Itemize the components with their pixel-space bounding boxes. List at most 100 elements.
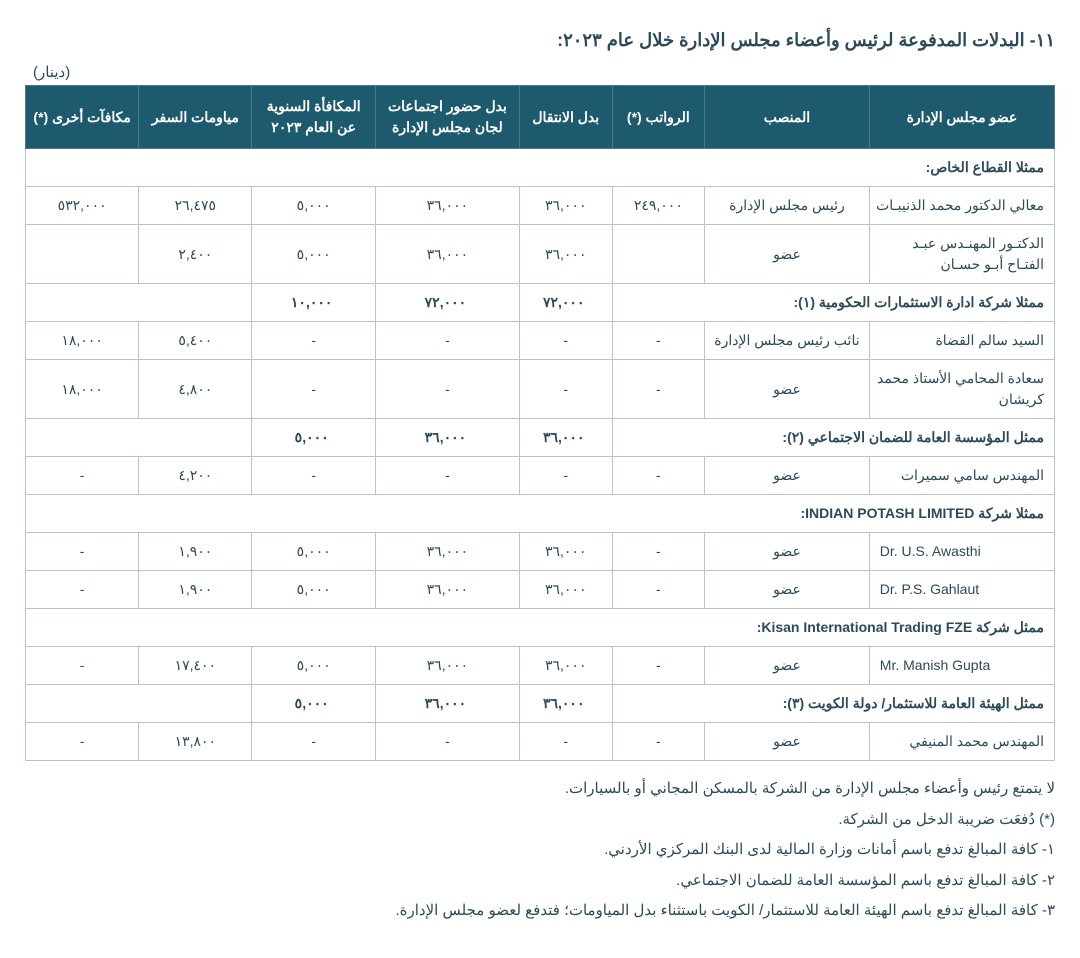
cell-bonus: ٥,٠٠٠ [252, 571, 375, 609]
cell-bonus: - [252, 457, 375, 495]
cell-travel: ٤,٨٠٠ [139, 360, 252, 419]
cell-name: المهندس سامي سميرات [869, 457, 1054, 495]
cell-other [26, 225, 139, 284]
cell-travel: ٢٦,٤٧٥ [139, 187, 252, 225]
cell-name: Dr. P.S. Gahlaut [869, 571, 1054, 609]
col-position: المنصب [705, 86, 870, 149]
page-title: ١١- البدلات المدفوعة لرئيس وأعضاء مجلس ا… [25, 30, 1055, 51]
cell-travel: ١٧,٤٠٠ [139, 647, 252, 685]
cell-transport: ٣٦,٠٠٠ [519, 533, 612, 571]
col-annual-bonus: المكافأة السنوية عن العام ٢٠٢٣ [252, 86, 375, 149]
cell-travel: ٢,٤٠٠ [139, 225, 252, 284]
cell-attendance: ٣٦,٠٠٠ [375, 647, 519, 685]
cell-salaries [612, 225, 705, 284]
cell-bonus: ٥,٠٠٠ [252, 225, 375, 284]
cell-name: Mr. Manish Gupta [869, 647, 1054, 685]
table-row: المهندس سامي سميرات عضو - - - - ٤,٢٠٠ - [26, 457, 1055, 495]
cell-transport: ٣٦,٠٠٠ [519, 647, 612, 685]
cell-transport: - [519, 723, 612, 761]
cell-salaries: - [612, 457, 705, 495]
cell-other: - [26, 457, 139, 495]
cell-transport: ٣٦,٠٠٠ [519, 571, 612, 609]
cell-name: السيد سالم القضاة [869, 322, 1054, 360]
cell-bonus: ١٠,٠٠٠ [252, 284, 375, 322]
unit-label: (دينار) [25, 63, 1055, 81]
cell-other: ٥٣٢,٠٠٠ [26, 187, 139, 225]
table-row: Dr. P.S. Gahlaut عضو - ٣٦,٠٠٠ ٣٦,٠٠٠ ٥,٠… [26, 571, 1055, 609]
section-gov-inv: ممثلا شركة ادارة الاستثمارات الحكومية (١… [26, 284, 1055, 322]
cell-attendance: ٣٦,٠٠٠ [375, 533, 519, 571]
cell-position: عضو [705, 225, 870, 284]
cell-attendance: ٣٦,٠٠٠ [375, 187, 519, 225]
note-line: ٣- كافة المبالغ تدفع باسم الهيئة العامة … [25, 897, 1055, 926]
table-row: الدكتـور المهنـدس عبـد الفتـاح أبـو حسـا… [26, 225, 1055, 284]
cell-attendance: ٣٦,٠٠٠ [375, 419, 519, 457]
col-attendance: بدل حضور اجتماعات لجان مجلس الإدارة [375, 86, 519, 149]
col-transport: بدل الانتقال [519, 86, 612, 149]
cell-bonus: - [252, 360, 375, 419]
section-label: ممثل الهيئة العامة للاستثمار/ دولة الكوي… [612, 685, 1054, 723]
section-label: ممثلا شركة INDIAN POTASH LIMITED: [26, 495, 1055, 533]
cell-bonus: ٥,٠٠٠ [252, 187, 375, 225]
cell-name: Dr. U.S. Awasthi [869, 533, 1054, 571]
cell-travel: ٥,٤٠٠ [139, 322, 252, 360]
allowances-table: عضو مجلس الإدارة المنصب الرواتب (*) بدل … [25, 85, 1055, 761]
footnotes: لا يتمتع رئيس وأعضاء مجلس الإدارة من الش… [25, 775, 1055, 926]
cell-salaries: - [612, 360, 705, 419]
section-label: ممثل شركة Kisan International Trading FZ… [26, 609, 1055, 647]
cell-travel: ١,٩٠٠ [139, 571, 252, 609]
table-header-row: عضو مجلس الإدارة المنصب الرواتب (*) بدل … [26, 86, 1055, 149]
cell-transport: ٣٦,٠٠٠ [519, 187, 612, 225]
cell-position: عضو [705, 360, 870, 419]
cell-name: معالي الدكتور محمد الذنيبـات [869, 187, 1054, 225]
table-row: المهندس محمد المنيفي عضو - - - - ١٣,٨٠٠ … [26, 723, 1055, 761]
note-line: لا يتمتع رئيس وأعضاء مجلس الإدارة من الش… [25, 775, 1055, 804]
cell-attendance: ٣٦,٠٠٠ [375, 225, 519, 284]
note-line: ١- كافة المبالغ تدفع باسم أمانات وزارة ا… [25, 836, 1055, 865]
cell-position: عضو [705, 457, 870, 495]
cell-other: - [26, 723, 139, 761]
note-line: (*) دُفعَت ضريبة الدخل من الشركة. [25, 806, 1055, 835]
cell-salaries: - [612, 533, 705, 571]
cell-other: - [26, 647, 139, 685]
section-private: ممثلا القطاع الخاص: [26, 149, 1055, 187]
col-travel: مياومات السفر [139, 86, 252, 149]
table-row: السيد سالم القضاة نائب رئيس مجلس الإدارة… [26, 322, 1055, 360]
cell-position: عضو [705, 647, 870, 685]
cell-bonus: ٥,٠٠٠ [252, 419, 375, 457]
cell-bonus: - [252, 723, 375, 761]
cell-attendance: ٣٦,٠٠٠ [375, 571, 519, 609]
section-kuwait: ممثل الهيئة العامة للاستثمار/ دولة الكوي… [26, 685, 1055, 723]
cell-salaries: ٢٤٩,٠٠٠ [612, 187, 705, 225]
cell-name: المهندس محمد المنيفي [869, 723, 1054, 761]
cell-other: ١٨,٠٠٠ [26, 322, 139, 360]
cell-empty [26, 685, 252, 723]
table-row: Mr. Manish Gupta عضو - ٣٦,٠٠٠ ٣٦,٠٠٠ ٥,٠… [26, 647, 1055, 685]
cell-bonus: - [252, 322, 375, 360]
cell-transport: - [519, 360, 612, 419]
cell-bonus: ٥,٠٠٠ [252, 685, 375, 723]
cell-attendance: - [375, 723, 519, 761]
cell-empty [26, 284, 252, 322]
section-kisan: ممثل شركة Kisan International Trading FZ… [26, 609, 1055, 647]
cell-travel: ١,٩٠٠ [139, 533, 252, 571]
cell-transport: ٧٢,٠٠٠ [519, 284, 612, 322]
section-label: ممثلا شركة ادارة الاستثمارات الحكومية (١… [612, 284, 1054, 322]
cell-transport: - [519, 322, 612, 360]
section-ipl: ممثلا شركة INDIAN POTASH LIMITED: [26, 495, 1055, 533]
cell-transport: ٣٦,٠٠٠ [519, 225, 612, 284]
cell-empty [26, 419, 252, 457]
cell-attendance: ٣٦,٠٠٠ [375, 685, 519, 723]
cell-transport: ٣٦,٠٠٠ [519, 419, 612, 457]
section-label: ممثلا القطاع الخاص: [26, 149, 1055, 187]
cell-transport: ٣٦,٠٠٠ [519, 685, 612, 723]
table-row: Dr. U.S. Awasthi عضو - ٣٦,٠٠٠ ٣٦,٠٠٠ ٥,٠… [26, 533, 1055, 571]
cell-salaries: - [612, 571, 705, 609]
cell-name: سعادة المحامي الأستاذ محمد كريشان [869, 360, 1054, 419]
section-ssc: ممثل المؤسسة العامة للضمان الاجتماعي (٢)… [26, 419, 1055, 457]
cell-attendance: - [375, 457, 519, 495]
cell-salaries: - [612, 322, 705, 360]
cell-other: - [26, 533, 139, 571]
cell-bonus: ٥,٠٠٠ [252, 647, 375, 685]
cell-attendance: - [375, 360, 519, 419]
